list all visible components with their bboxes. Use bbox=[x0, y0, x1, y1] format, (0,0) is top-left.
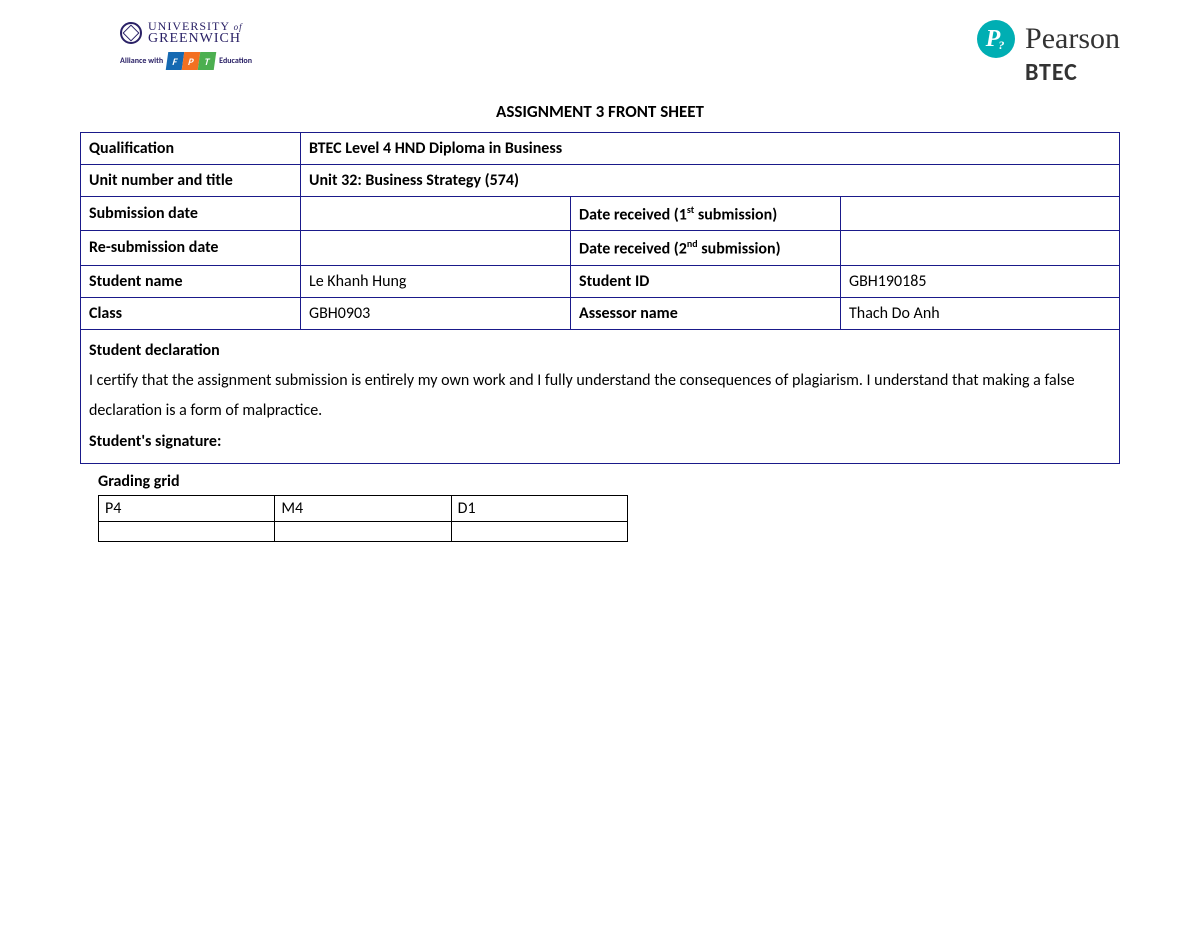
row-student-name: Student name Le Khanh Hung Student ID GB… bbox=[81, 265, 1120, 297]
grading-col-p4: P4 bbox=[99, 496, 275, 522]
header: UNIVERSITY of GREENWICH Alliance with F … bbox=[80, 20, 1120, 87]
row-declaration: Student declaration I certify that the a… bbox=[81, 329, 1120, 464]
declaration-signature-label: Student's signature: bbox=[89, 427, 1111, 457]
grading-val-p4 bbox=[99, 522, 275, 542]
value-student-name: Le Khanh Hung bbox=[301, 265, 571, 297]
row-unit: Unit number and title Unit 32: Business … bbox=[81, 165, 1120, 197]
label-resubmission: Re-submission date bbox=[81, 231, 301, 265]
row-class: Class GBH0903 Assessor name Thach Do Anh bbox=[81, 297, 1120, 329]
label-class: Class bbox=[81, 297, 301, 329]
value-date2 bbox=[841, 231, 1120, 265]
label-assessor: Assessor name bbox=[571, 297, 841, 329]
grading-label: Grading grid bbox=[98, 472, 1120, 491]
greenwich-crest-icon bbox=[120, 22, 142, 44]
alliance-row: Alliance with F P T Education bbox=[120, 52, 252, 70]
alliance-post: Education bbox=[219, 56, 252, 66]
value-qualification: BTEC Level 4 HND Diploma in Business bbox=[301, 133, 1120, 165]
grading-col-d1: D1 bbox=[451, 496, 627, 522]
declaration-body: I certify that the assignment submission… bbox=[89, 366, 1111, 427]
page: UNIVERSITY of GREENWICH Alliance with F … bbox=[0, 0, 1200, 542]
greenwich-logo: UNIVERSITY of GREENWICH bbox=[120, 20, 252, 46]
label-unit: Unit number and title bbox=[81, 165, 301, 197]
fpt-logo-icon: F P T bbox=[167, 52, 215, 70]
value-assessor: Thach Do Anh bbox=[841, 297, 1120, 329]
grading-header-row: P4 M4 D1 bbox=[99, 496, 628, 522]
alliance-pre: Alliance with bbox=[120, 56, 163, 66]
greenwich-line2: GREENWICH bbox=[148, 32, 243, 46]
label-student-id: Student ID bbox=[571, 265, 841, 297]
fpt-t: T bbox=[198, 52, 217, 70]
grading-col-m4: M4 bbox=[275, 496, 451, 522]
label-date2-b: submission) bbox=[698, 240, 781, 259]
label-student-name: Student name bbox=[81, 265, 301, 297]
pearson-btec: BTEC bbox=[1025, 58, 1078, 87]
greenwich-text: UNIVERSITY of GREENWICH bbox=[148, 20, 243, 46]
pearson-p-icon: P? bbox=[977, 20, 1015, 58]
grading-table: P4 M4 D1 bbox=[98, 495, 628, 542]
value-student-id: GBH190185 bbox=[841, 265, 1120, 297]
label-date2: Date received (2nd submission) bbox=[571, 231, 841, 265]
label-date1: Date received (1st submission) bbox=[571, 197, 841, 231]
label-date2-sup: nd bbox=[687, 237, 698, 250]
pearson-logo: P? Pearson BTEC bbox=[977, 20, 1120, 87]
row-qualification: Qualification BTEC Level 4 HND Diploma i… bbox=[81, 133, 1120, 165]
grading-val-m4 bbox=[275, 522, 451, 542]
value-resubmission bbox=[301, 231, 571, 265]
greenwich-logo-block: UNIVERSITY of GREENWICH Alliance with F … bbox=[80, 20, 252, 70]
declaration-heading: Student declaration bbox=[89, 336, 1111, 366]
label-qualification: Qualification bbox=[81, 133, 301, 165]
label-date1-a: Date received (1 bbox=[579, 205, 687, 224]
declaration-cell: Student declaration I certify that the a… bbox=[81, 329, 1120, 464]
label-date2-a: Date received (2 bbox=[579, 240, 687, 259]
page-title: ASSIGNMENT 3 FRONT SHEET bbox=[80, 101, 1120, 122]
label-submission: Submission date bbox=[81, 197, 301, 231]
pearson-row1: P? Pearson bbox=[977, 20, 1120, 58]
value-class: GBH0903 bbox=[301, 297, 571, 329]
main-table: Qualification BTEC Level 4 HND Diploma i… bbox=[80, 132, 1120, 464]
row-resubmission: Re-submission date Date received (2nd su… bbox=[81, 231, 1120, 265]
value-submission bbox=[301, 197, 571, 231]
grading-val-d1 bbox=[451, 522, 627, 542]
value-unit: Unit 32: Business Strategy (574) bbox=[301, 165, 1120, 197]
value-date1 bbox=[841, 197, 1120, 231]
row-submission: Submission date Date received (1st submi… bbox=[81, 197, 1120, 231]
pearson-name: Pearson bbox=[1025, 22, 1120, 56]
grading-value-row bbox=[99, 522, 628, 542]
label-date1-b: submission) bbox=[694, 205, 777, 224]
